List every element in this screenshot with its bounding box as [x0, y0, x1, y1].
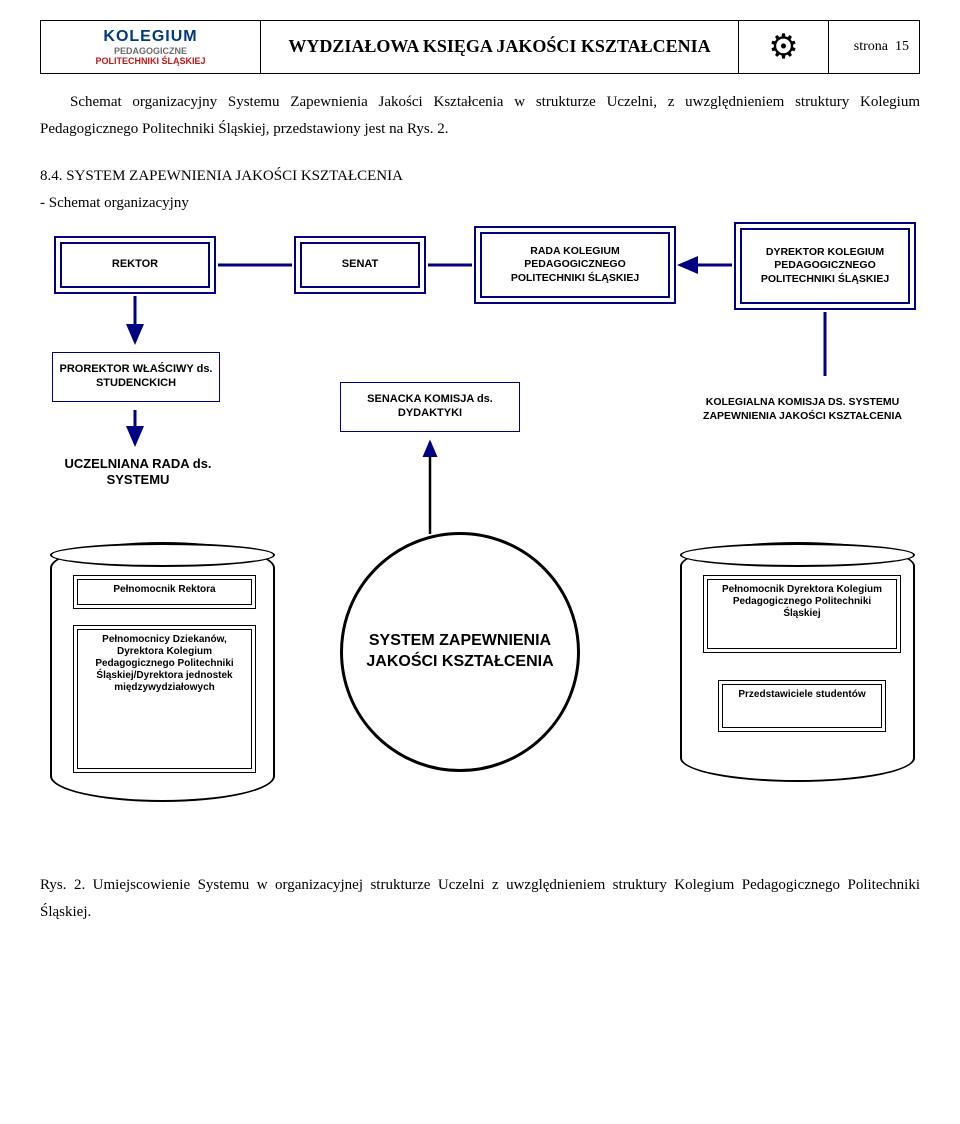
logo-line1: KOLEGIUM: [103, 28, 197, 46]
node-rada-label: RADA KOLEGIUM PEDAGOGICZNEGO POLITECHNIK…: [488, 245, 662, 284]
node-pelnomocnik-dyrektora: Pełnomocnik Dyrektora Kolegium Pedagogic…: [707, 579, 897, 649]
node-senacka: SENACKA KOMISJA ds. DYDAKTYKI: [340, 382, 520, 432]
barrel-left: Pełnomocnik Rektora Pełnomocnicy Dziekan…: [50, 542, 275, 802]
node-rektor-label: REKTOR: [112, 258, 158, 272]
node-senat: SENAT: [300, 242, 420, 288]
node-uczelniana: UCZELNIANA RADA ds. SYSTEMU: [58, 452, 218, 492]
node-kolegialna: KOLEGIALNA KOMISJA DS. SYSTEMU ZAPEWNIEN…: [690, 382, 915, 437]
node-prorektor: PROREKTOR WŁAŚCIWY ds. STUDENCKICH: [52, 352, 220, 402]
figure-caption: Rys. 2. Umiejscowienie Systemu w organiz…: [40, 872, 920, 926]
node-studenci-label: Przedstawiciele studentów: [738, 689, 865, 700]
page-number: strona 15: [829, 21, 919, 73]
logo-line3: POLITECHNIKI ŚLĄSKIEJ: [95, 56, 205, 66]
node-uczelniana-label: UCZELNIANA RADA ds. SYSTEMU: [58, 456, 218, 489]
node-pelnomocnik-rektora: Pełnomocnik Rektora: [77, 579, 252, 605]
header-row: KOLEGIUM PEDAGOGICZNE POLITECHNIKI ŚLĄSK…: [40, 20, 920, 74]
node-dyrektor-label: DYREKTOR KOLEGIUM PEDAGOGICZNEGO POLITEC…: [748, 246, 902, 285]
node-kolegialna-label: KOLEGIALNA KOMISJA DS. SYSTEMU ZAPEWNIEN…: [690, 396, 915, 422]
node-rektor: REKTOR: [60, 242, 210, 288]
logo-line2: PEDAGOGICZNE: [114, 46, 187, 56]
header-title: WYDZIAŁOWA KSIĘGA JAKOŚCI KSZTAŁCENIA: [261, 21, 739, 73]
logo-left: KOLEGIUM PEDAGOGICZNE POLITECHNIKI ŚLĄSK…: [41, 21, 261, 73]
page-num: 15: [895, 39, 909, 55]
barrel-right: Pełnomocnik Dyrektora Kolegium Pedagogic…: [680, 542, 915, 782]
org-diagram: REKTOR SENAT RADA KOLEGIUM PEDAGOGICZNEG…: [40, 242, 920, 842]
node-pelnomocnicy: Pełnomocnicy Dziekanów, Dyrektora Kolegi…: [77, 629, 252, 769]
emblem-icon: ⚙: [768, 27, 798, 67]
node-prorektor-label: PROREKTOR WŁAŚCIWY ds. STUDENCKICH: [59, 363, 213, 391]
page-label: strona: [854, 39, 888, 55]
node-system-circle-label: SYSTEM ZAPEWNIENIA JAKOŚCI KSZTAŁCENIA: [343, 631, 577, 673]
logo-right: ⚙: [739, 21, 829, 73]
intro-paragraph: Schemat organizacyjny Systemu Zapewnieni…: [40, 89, 920, 143]
node-system-circle: SYSTEM ZAPEWNIENIA JAKOŚCI KSZTAŁCENIA: [340, 532, 580, 772]
node-senacka-label: SENACKA KOMISJA ds. DYDAKTYKI: [347, 393, 513, 421]
node-studenci: Przedstawiciele studentów: [722, 684, 882, 728]
node-pelnomocnik-dyrektora-label: Pełnomocnik Dyrektora Kolegium Pedagogic…: [722, 584, 882, 619]
node-senat-label: SENAT: [342, 258, 378, 272]
section-heading: 8.4. SYSTEM ZAPEWNIENIA JAKOŚCI KSZTAŁCE…: [40, 163, 920, 217]
node-dyrektor: DYREKTOR KOLEGIUM PEDAGOGICZNEGO POLITEC…: [740, 228, 910, 304]
node-pelnomocnicy-label: Pełnomocnicy Dziekanów, Dyrektora Kolegi…: [95, 634, 233, 693]
node-rada: RADA KOLEGIUM PEDAGOGICZNEGO POLITECHNIK…: [480, 232, 670, 298]
node-pelnomocnik-rektora-label: Pełnomocnik Rektora: [113, 584, 215, 595]
